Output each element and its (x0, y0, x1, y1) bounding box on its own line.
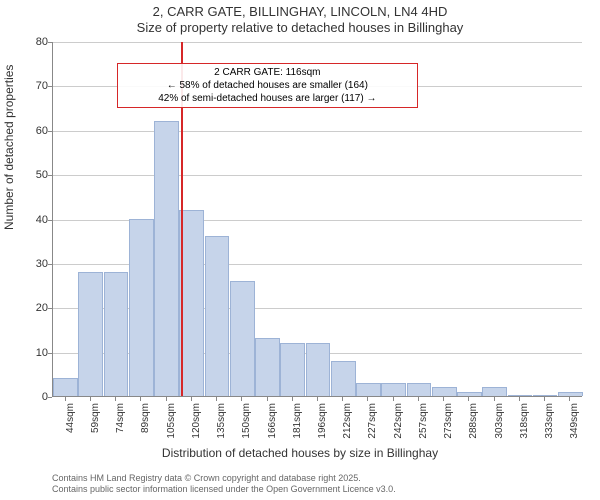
x-tick-mark (569, 397, 570, 401)
y-tick-mark (48, 264, 52, 265)
histogram-bar (78, 272, 103, 396)
histogram-bar (280, 343, 305, 396)
x-tick-label: 135sqm (216, 403, 227, 443)
x-tick-label: 227sqm (367, 403, 378, 443)
gridline (53, 42, 582, 43)
footer-line2: Contains public sector information licen… (52, 484, 396, 496)
histogram-bar (104, 272, 129, 396)
x-tick-label: 196sqm (317, 403, 328, 443)
gridline (53, 175, 582, 176)
x-tick-label: 44sqm (65, 403, 76, 443)
histogram-bar (457, 392, 482, 396)
x-tick-mark (393, 397, 394, 401)
x-tick-label: 74sqm (115, 403, 126, 443)
x-tick-label: 150sqm (241, 403, 252, 443)
y-tick-label: 80 (30, 36, 48, 48)
histogram-bar (533, 395, 558, 396)
y-tick-label: 10 (30, 347, 48, 359)
x-tick-label: 120sqm (191, 403, 202, 443)
histogram-bar (558, 392, 583, 396)
x-tick-label: 273sqm (443, 403, 454, 443)
histogram-bar (407, 383, 432, 396)
x-tick-mark (418, 397, 419, 401)
histogram-bar (53, 378, 78, 396)
x-tick-label: 166sqm (267, 403, 278, 443)
x-tick-label: 89sqm (140, 403, 151, 443)
x-tick-mark (292, 397, 293, 401)
y-tick-label: 0 (30, 391, 48, 403)
x-tick-mark (241, 397, 242, 401)
x-tick-label: 59sqm (90, 403, 101, 443)
x-tick-label: 105sqm (166, 403, 177, 443)
histogram-bar (154, 121, 179, 396)
annotation-line3: 42% of semi-detached houses are larger (… (122, 92, 414, 105)
y-tick-mark (48, 353, 52, 354)
gridline (53, 131, 582, 132)
y-tick-mark (48, 397, 52, 398)
y-tick-mark (48, 42, 52, 43)
annotation-line2: ← 58% of detached houses are smaller (16… (122, 79, 414, 92)
x-tick-mark (115, 397, 116, 401)
y-tick-mark (48, 308, 52, 309)
y-tick-label: 50 (30, 169, 48, 181)
x-tick-label: 288sqm (468, 403, 479, 443)
histogram-bar (306, 343, 331, 396)
chart-container: 2, CARR GATE, BILLINGHAY, LINCOLN, LN4 4… (0, 0, 600, 500)
x-tick-mark (494, 397, 495, 401)
x-tick-label: 303sqm (494, 403, 505, 443)
y-axis-label: Number of detached properties (2, 65, 16, 230)
x-tick-mark (317, 397, 318, 401)
footer-line1: Contains HM Land Registry data © Crown c… (52, 473, 396, 485)
x-tick-label: 349sqm (569, 403, 580, 443)
x-tick-mark (544, 397, 545, 401)
histogram-bar (129, 219, 154, 397)
y-tick-mark (48, 220, 52, 221)
x-tick-mark (216, 397, 217, 401)
x-tick-mark (519, 397, 520, 401)
histogram-bar (381, 383, 406, 396)
x-tick-label: 212sqm (342, 403, 353, 443)
histogram-bar (331, 361, 356, 397)
histogram-bar (508, 395, 533, 396)
x-tick-mark (367, 397, 368, 401)
y-tick-label: 30 (30, 258, 48, 270)
x-tick-label: 257sqm (418, 403, 429, 443)
x-tick-mark (443, 397, 444, 401)
x-tick-mark (191, 397, 192, 401)
x-tick-mark (468, 397, 469, 401)
plot-area: 2 CARR GATE: 116sqm← 58% of detached hou… (52, 42, 582, 397)
annotation-box: 2 CARR GATE: 116sqm← 58% of detached hou… (117, 63, 419, 108)
y-tick-mark (48, 131, 52, 132)
chart-title-line2: Size of property relative to detached ho… (0, 20, 600, 35)
x-tick-label: 333sqm (544, 403, 555, 443)
histogram-bar (482, 387, 507, 396)
x-axis-label: Distribution of detached houses by size … (0, 446, 600, 460)
y-tick-label: 70 (30, 80, 48, 92)
x-tick-mark (342, 397, 343, 401)
y-tick-mark (48, 175, 52, 176)
annotation-line1: 2 CARR GATE: 116sqm (122, 66, 414, 79)
x-tick-mark (140, 397, 141, 401)
x-tick-mark (267, 397, 268, 401)
histogram-bar (179, 210, 204, 396)
x-tick-label: 181sqm (292, 403, 303, 443)
histogram-bar (356, 383, 381, 396)
histogram-bar (255, 338, 280, 396)
x-tick-label: 242sqm (393, 403, 404, 443)
y-tick-mark (48, 86, 52, 87)
y-tick-label: 40 (30, 214, 48, 226)
x-tick-mark (166, 397, 167, 401)
y-tick-label: 60 (30, 125, 48, 137)
x-tick-mark (65, 397, 66, 401)
histogram-bar (205, 236, 230, 396)
x-tick-label: 318sqm (519, 403, 530, 443)
chart-title-line1: 2, CARR GATE, BILLINGHAY, LINCOLN, LN4 4… (0, 4, 600, 19)
x-tick-mark (90, 397, 91, 401)
histogram-bar (432, 387, 457, 396)
footer-attribution: Contains HM Land Registry data © Crown c… (52, 473, 396, 496)
histogram-bar (230, 281, 255, 396)
y-tick-label: 20 (30, 302, 48, 314)
